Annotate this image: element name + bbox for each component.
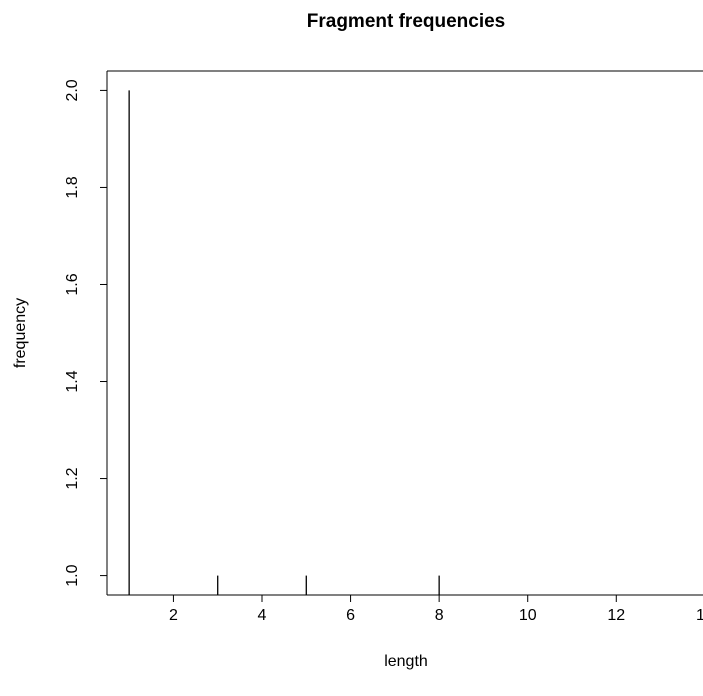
- x-tick-label: 6: [346, 607, 355, 624]
- y-tick-label: 1.6: [64, 273, 81, 295]
- x-tick-label: 4: [258, 607, 267, 624]
- x-tick-label: 8: [435, 607, 444, 624]
- y-tick-label: 2.0: [64, 79, 81, 101]
- data-bars: [128, 90, 440, 595]
- x-tick-label: 2: [169, 607, 178, 624]
- x-tick-label: 10: [519, 607, 537, 624]
- y-axis-label: frequency: [12, 298, 29, 368]
- y-tick-label: 1.4: [64, 370, 81, 392]
- chart-title: Fragment frequencies: [307, 11, 506, 32]
- y-tick-label: 1.2: [64, 467, 81, 489]
- x-tick-label: 12: [607, 607, 625, 624]
- x-axis-label: length: [384, 653, 428, 670]
- y-axis: 1.0 1.2 1.4 1.6 1.8 2.0: [64, 79, 107, 587]
- x-axis: 2 4 6 8 10 12 14: [169, 595, 703, 624]
- y-tick-label: 1.8: [64, 176, 81, 198]
- y-tick-label: 1.0: [64, 564, 81, 586]
- x-tick-label: 14: [696, 607, 703, 624]
